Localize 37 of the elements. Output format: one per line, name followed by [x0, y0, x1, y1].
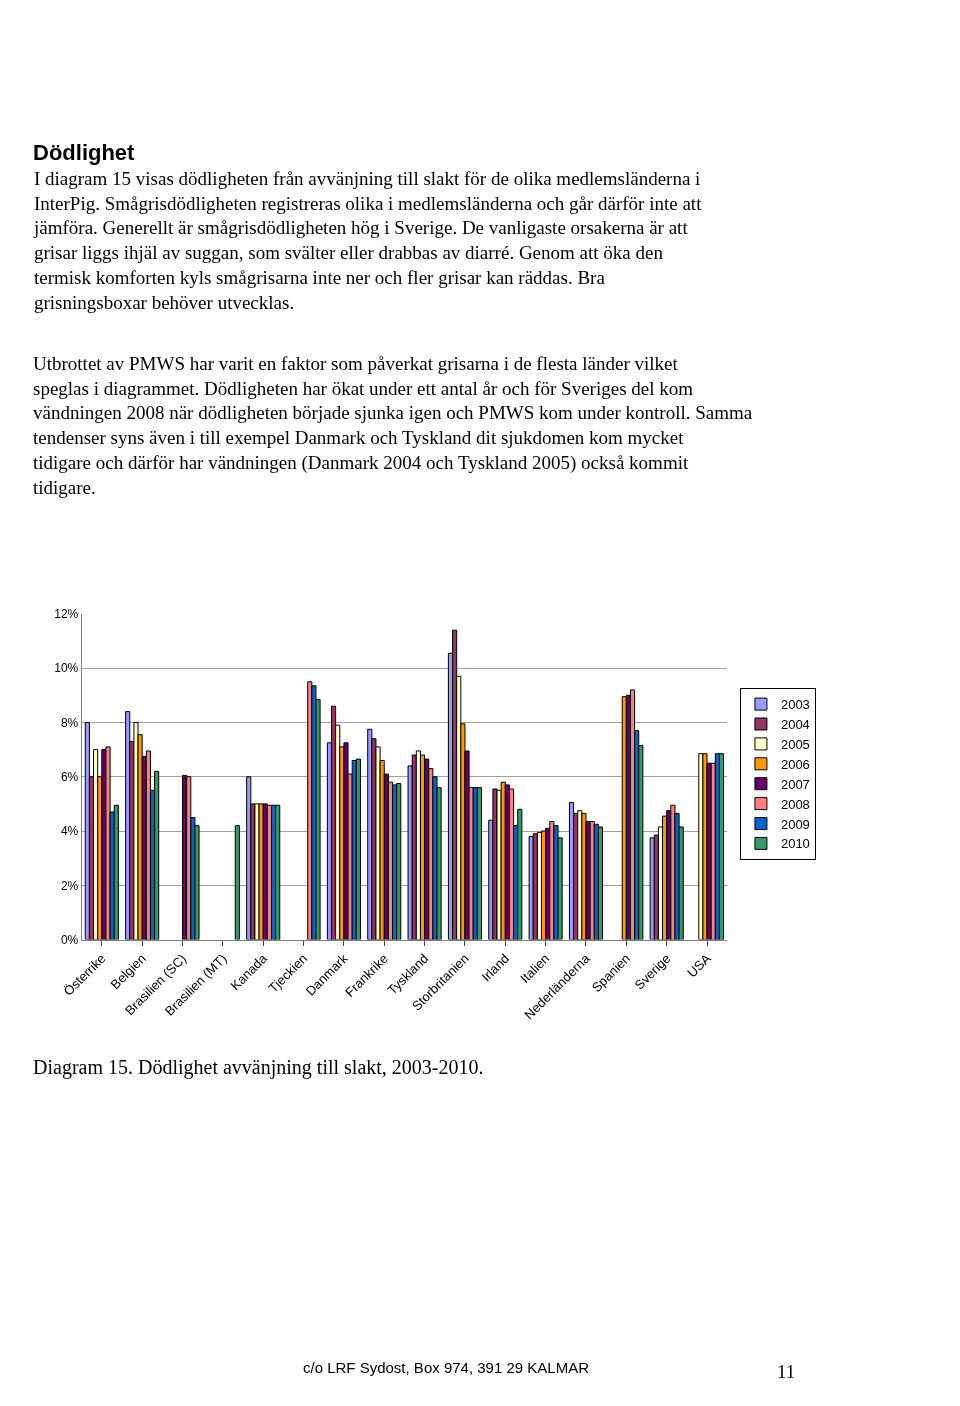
bar	[396, 783, 402, 940]
legend-label: 2005	[780, 736, 810, 752]
y-tick-label: 6%	[60, 769, 79, 784]
y-tick-label: 12%	[54, 607, 79, 622]
legend-label: 2010	[780, 836, 810, 852]
bar	[528, 835, 534, 940]
bar	[517, 808, 523, 940]
y-tick-label: 10%	[54, 661, 79, 676]
text: I diagram 15 visas dödligheten från avvänjning till slakt för de olika medlemsländerna i InterPig. Smågrisdödligheten registreras olika i medlemsländerna och går därför inte att jämföra. Generellt är smågrisdödligheten hög i Sverige. De vanligaste orsakerna är att grisar liggs ihjäl av suggan, som svälter eller drabbas av diarré. Genom att öka den termisk komforten kyls smågrisarna inte ner och fler grisar kan räddas. Bra grisningsboxar behöver utvecklas.	[33, 168, 703, 313]
y-tick-label: 0%	[60, 932, 79, 947]
text: Dödlighet	[33, 140, 136, 165]
bar	[275, 804, 281, 940]
bar	[113, 804, 119, 940]
bar	[597, 826, 604, 940]
legend-label: 2008	[780, 796, 810, 812]
x-tick-label: USA	[684, 950, 714, 981]
legend-label: 2004	[780, 717, 810, 733]
y-tick-label: 2%	[60, 878, 79, 893]
text: Diagram 15. Dödlighet avvänjning till slakt, 2003-2010.	[33, 1056, 484, 1079]
legend-label: 2003	[780, 697, 810, 713]
bar	[355, 758, 361, 940]
bar	[234, 825, 240, 940]
bar	[649, 837, 655, 940]
text: c/o LRF Sydost, Box 974, 391 29 KALMAR	[303, 1359, 590, 1376]
text: Utbrottet av PMWS har varit en faktor som påverkat grisarna i de flesta länder vilket speglas i diagrammet. Dödligheten har ökat under ett antal år och för Sveriges del kom vändningen 2008 när dödligheten började sjunka igen och PMWS kom under kontroll. Samma tendenser syns även i till exempel Danmark och Tyskland dit sjukdomen kom mycket tidigare och därför har vändningen (Danmark 2004 och Tyskland 2005) också kommit tidigare.	[33, 353, 753, 498]
bar	[105, 746, 111, 940]
bar	[154, 770, 160, 940]
bar	[589, 821, 595, 940]
bar	[476, 787, 482, 940]
y-tick-label: 4%	[60, 824, 79, 839]
bar	[718, 753, 725, 940]
legend-label: 2006	[780, 756, 810, 772]
text: 11	[777, 1361, 796, 1382]
legend-label: 2007	[780, 776, 810, 792]
legend-label: 2009	[780, 816, 810, 832]
bar	[258, 803, 264, 940]
y-tick-label: 8%	[60, 715, 79, 730]
